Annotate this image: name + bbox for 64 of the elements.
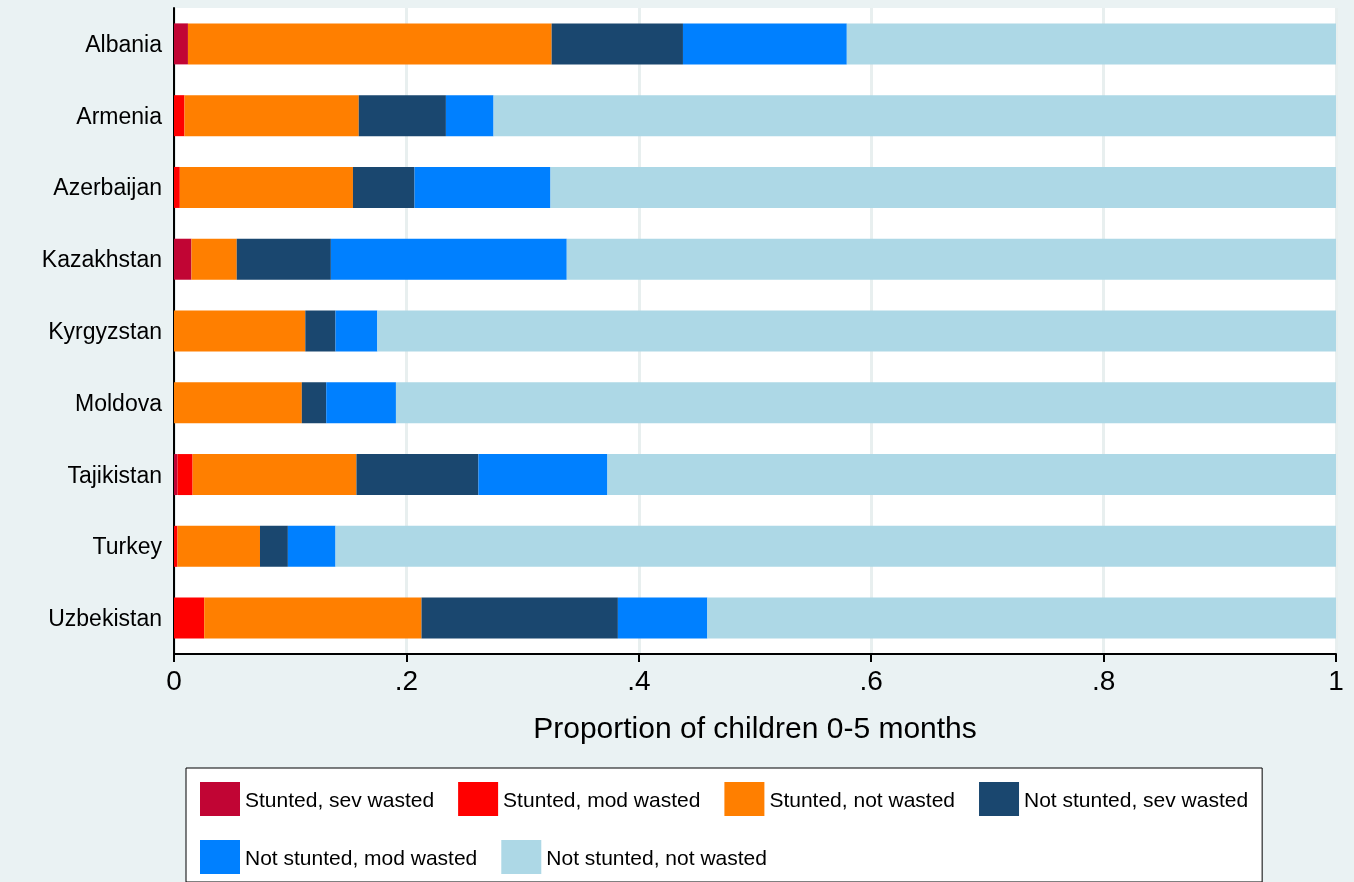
bar (187, 23, 552, 65)
bar (617, 597, 708, 639)
y-tick-label: Azerbaijan (53, 174, 162, 201)
x-tick-label: .2 (394, 664, 419, 696)
bar (191, 238, 237, 280)
legend-label: Not stunted, mod wasted (245, 845, 478, 869)
x-axis-title: Proportion of children 0-5 months (533, 710, 977, 744)
bar (707, 597, 1336, 639)
legend-label: Not stunted, not wasted (546, 845, 767, 869)
bar (174, 95, 185, 137)
bar (846, 23, 1336, 65)
bar (326, 382, 396, 424)
bar (352, 166, 415, 208)
bar (377, 310, 1336, 352)
y-tick-label: Tajikistan (67, 461, 162, 488)
bar (204, 597, 422, 639)
bar (335, 310, 378, 352)
bar (566, 238, 1336, 280)
bar (174, 23, 188, 65)
bar (184, 95, 359, 137)
bar (478, 454, 608, 496)
bar (174, 238, 192, 280)
bar (174, 597, 205, 639)
bar (682, 23, 847, 65)
bar (301, 382, 327, 424)
y-tick-label: Kazakhstan (41, 246, 162, 273)
legend-label: Stunted, not wasted (769, 787, 956, 811)
bar (493, 95, 1336, 137)
x-tick-label: .8 (1091, 664, 1116, 696)
bar (445, 95, 494, 137)
y-tick-label: Moldova (75, 389, 163, 416)
x-tick-label: .4 (627, 664, 651, 696)
x-tick-label: .6 (859, 664, 883, 696)
x-tick-label: 0 (166, 664, 182, 696)
bar (174, 166, 180, 208)
bar (551, 23, 683, 65)
y-tick-label: Uzbekistan (48, 605, 162, 632)
bar (174, 382, 302, 424)
bar (356, 454, 479, 496)
y-tick-label: Turkey (92, 533, 163, 560)
bar (192, 454, 357, 496)
bar (550, 166, 1336, 208)
legend-label: Not stunted, sev wasted (1024, 787, 1249, 811)
bar (236, 238, 331, 280)
bar (330, 238, 567, 280)
x-tick-label: 1 (1328, 664, 1344, 696)
y-tick-label: Albania (85, 30, 163, 57)
bar (305, 310, 336, 352)
bar (174, 310, 306, 352)
legend-label: Stunted, mod wasted (503, 787, 701, 811)
bar (287, 525, 336, 567)
bar (177, 525, 260, 567)
bar (414, 166, 551, 208)
y-tick-label: Kyrgyzstan (48, 318, 162, 344)
bar (335, 525, 1336, 567)
y-tick-label: Armenia (76, 102, 163, 129)
bar (421, 597, 618, 639)
legend-label: Stunted, sev wasted (245, 787, 435, 811)
bar (177, 454, 193, 496)
bar (259, 525, 288, 567)
bar (358, 95, 446, 137)
bar (179, 166, 353, 208)
bar (607, 454, 1336, 496)
bar (395, 382, 1336, 424)
